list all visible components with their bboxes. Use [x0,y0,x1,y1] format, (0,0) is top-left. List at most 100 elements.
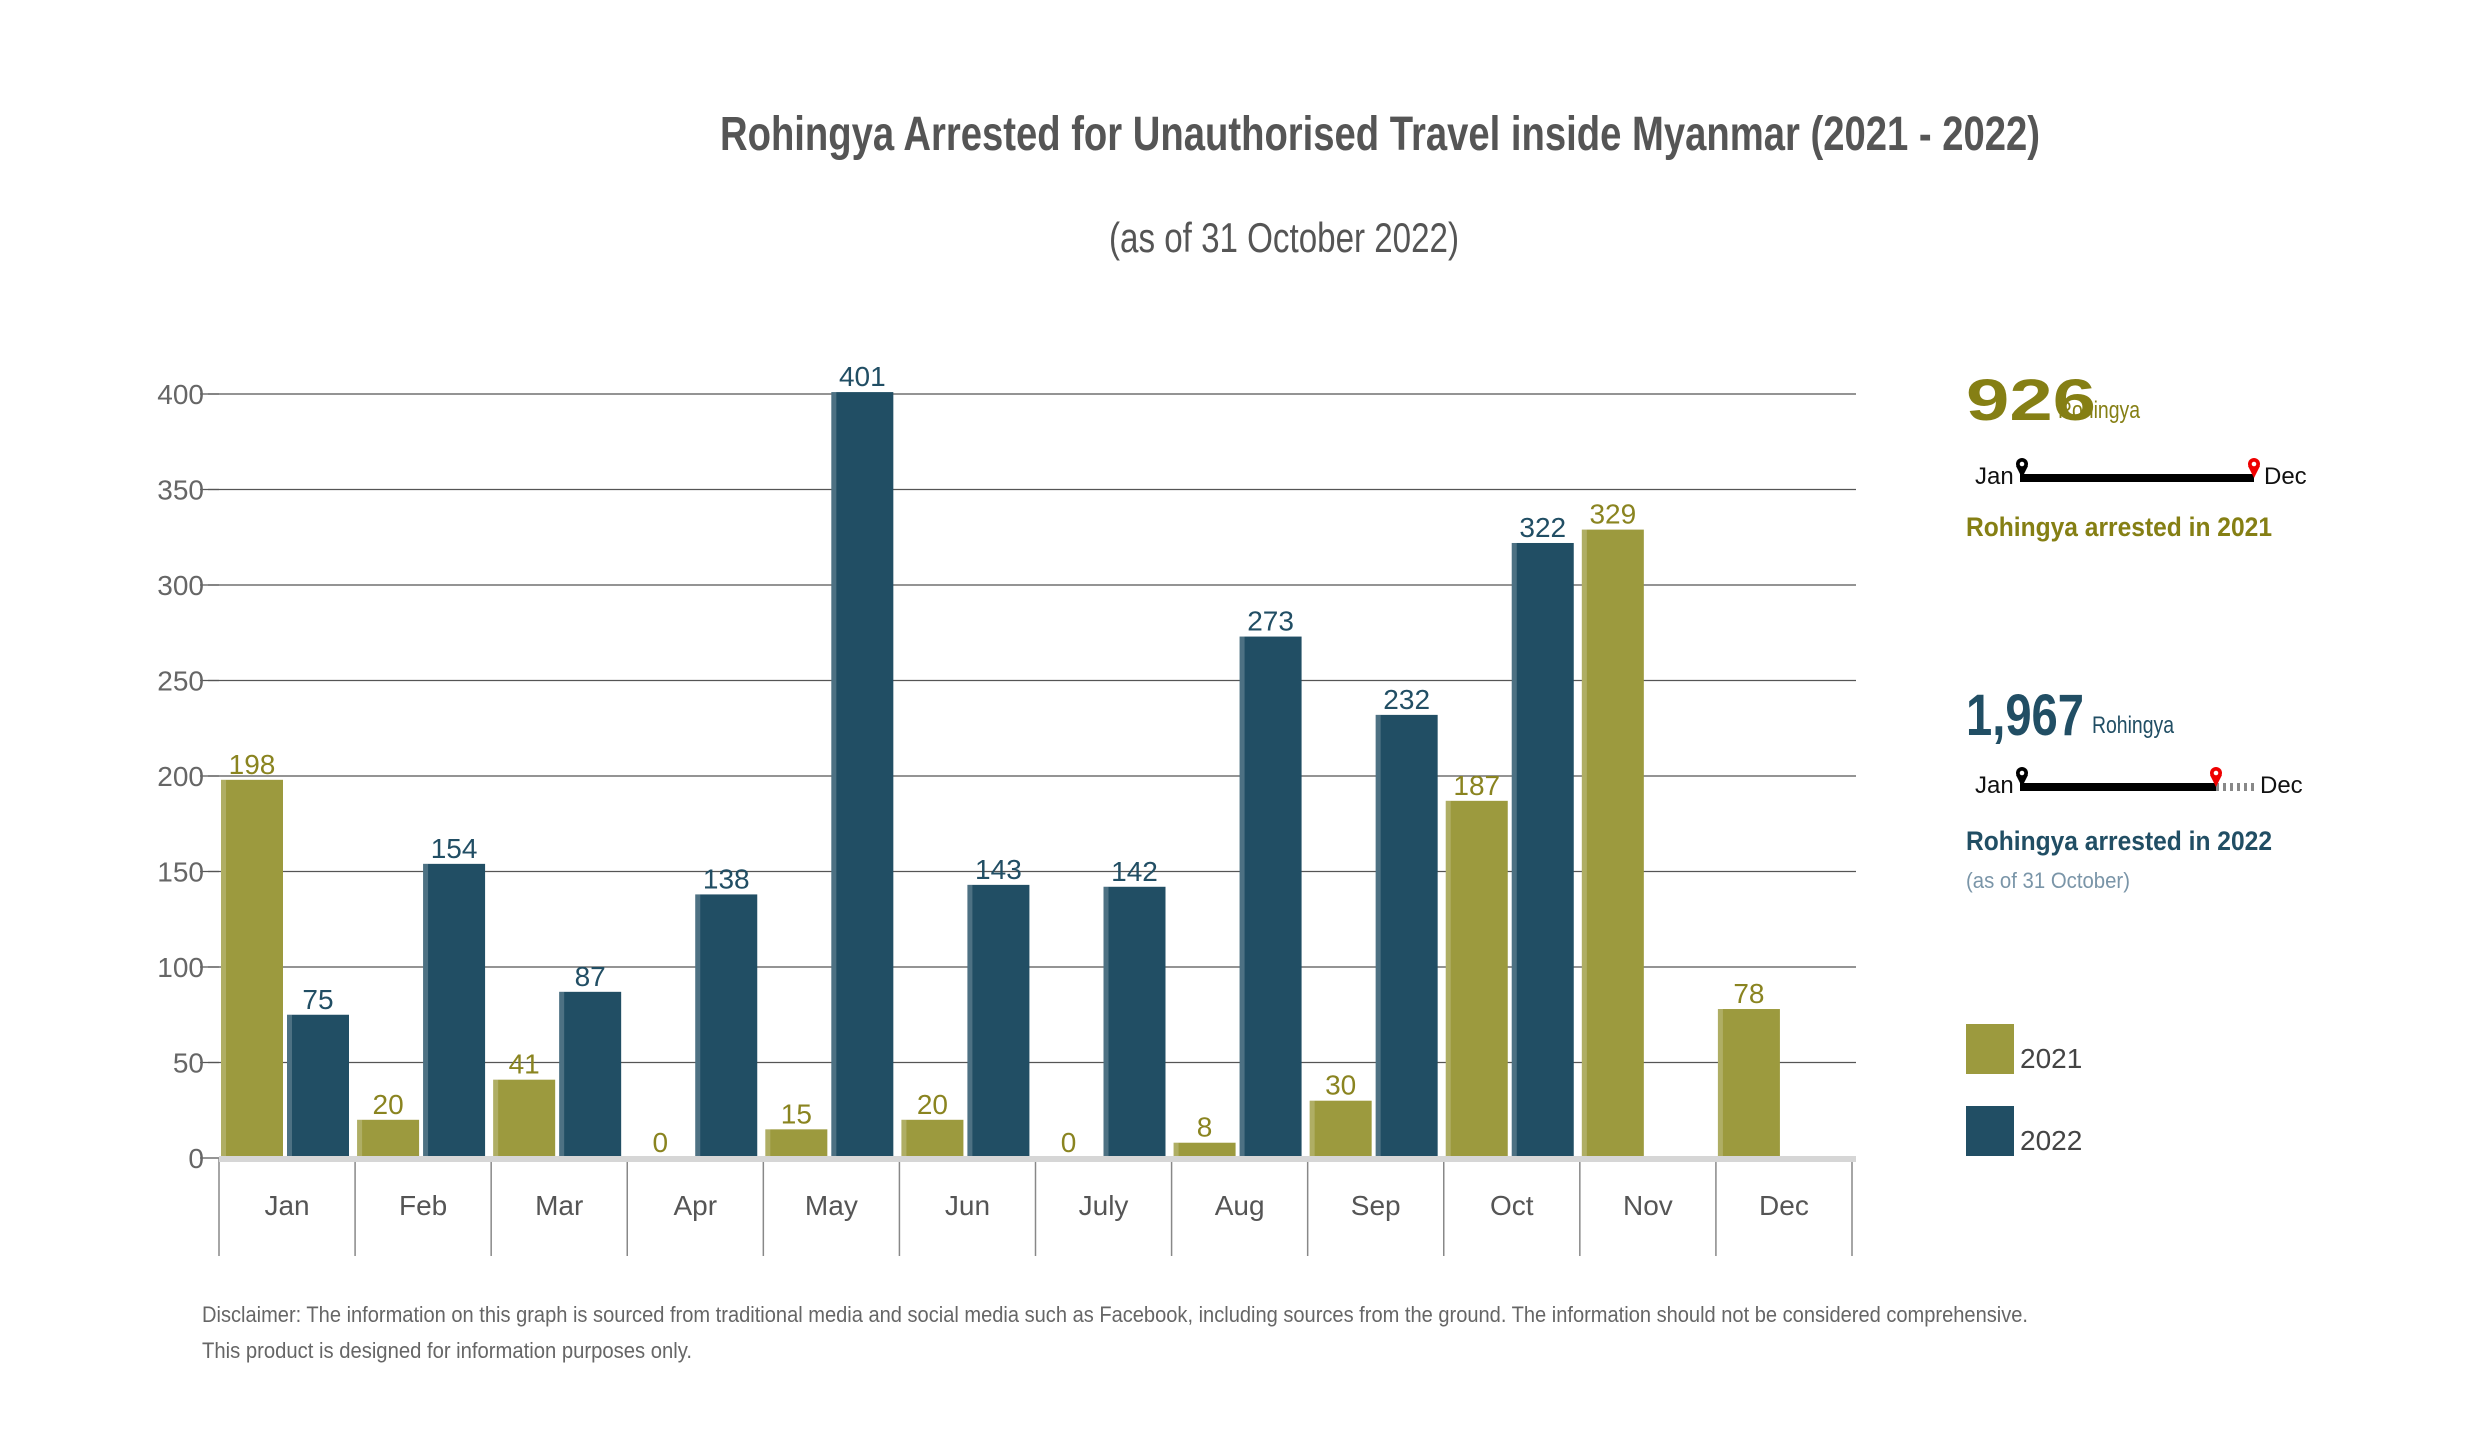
bar-highlight [357,1119,363,1158]
data-label: 87 [575,961,606,992]
timeline-end-2022: Dec [2260,772,2303,799]
bar-highlight [831,392,837,1159]
bar [423,863,486,1158]
bar [695,894,758,1158]
bar-2021-Aug: 8 [1173,1112,1236,1158]
data-label: 142 [1111,856,1158,887]
bar [287,1014,349,1158]
bar-2021-Jun: 20 [901,1089,964,1158]
timeline-start-2021: Jan [1975,463,2014,490]
y-tick-label: 400 [157,379,204,410]
bar-highlight [695,894,701,1158]
data-label: 154 [431,833,478,864]
total-2021: 926 [1966,368,2096,433]
bar [1375,714,1438,1158]
data-label: 232 [1383,684,1430,715]
y-tick-label: 300 [157,570,204,601]
bar-2021-Mar: 41 [493,1049,556,1158]
x-tick-label: Sep [1351,1190,1401,1221]
caption-2021: Rohingya arrested in 2021 [1966,512,2272,542]
bar [1173,1142,1236,1158]
bar-2022-July: 142 [1103,856,1166,1158]
x-tick-label: Nov [1623,1190,1673,1221]
bar [1717,1009,1780,1158]
data-label: 273 [1247,606,1294,637]
unit-2022: Rohingya [2092,712,2175,739]
bar [967,884,1030,1158]
data-label: 20 [917,1089,948,1120]
bar [493,1079,556,1158]
bar-2021-Oct: 187 [1445,770,1508,1158]
chart-title: Rohingya Arrested for Unauthorised Trave… [720,108,2040,161]
x-axis: Jan Feb Mar Apr May Jun July Aug Sep Oct Nov Dec [218,1156,1856,1256]
bar-highlight [1309,1100,1315,1158]
timeline-end-2021: Dec [2264,463,2307,490]
x-tick-label: Apr [674,1190,718,1221]
data-label: 329 [1589,499,1636,530]
x-tick-label: July [1079,1190,1129,1221]
bar-2021-Dec: 78 [1717,978,1780,1158]
bar [901,1119,964,1158]
unit-2021: Rohingya [2058,397,2141,424]
bar [1445,800,1508,1158]
timeline-start-2022: Jan [1975,772,2014,799]
x-tick-label: Jun [945,1190,990,1221]
bar-highlight [1581,529,1587,1158]
bar-highlight [901,1119,907,1158]
x-tick-label: Jan [264,1190,309,1221]
bar [1103,886,1166,1158]
legend-label-2022: 2022 [2020,1125,2082,1156]
bar-highlight [221,779,226,1158]
y-tick-label: 250 [157,666,204,697]
x-tick-label: Oct [1490,1190,1534,1221]
bar [559,991,622,1158]
pin-current-icon [2210,767,2222,787]
legend: 2021 2022 [1966,1024,2082,1156]
y-tick-label: 150 [157,857,204,888]
total-2022: 1,967 [1966,683,2084,748]
data-label: 20 [373,1089,404,1120]
x-axis-baseline [219,1156,1856,1162]
data-label: 15 [781,1098,812,1129]
bar-2021-Sep: 30 [1309,1070,1372,1158]
bar-highlight [1103,886,1109,1158]
bar-highlight [287,1014,292,1158]
x-tick-label: Aug [1215,1190,1265,1221]
pin-start-icon [2016,767,2028,787]
bar-2021-Nov: 329 [1581,499,1644,1158]
data-label: 187 [1453,770,1500,801]
data-label: 0 [652,1127,668,1158]
bar-2021-Jan: 198 [221,749,283,1158]
bar-2022-Jun: 143 [967,854,1030,1158]
bar-highlight [559,991,565,1158]
data-label: 78 [1733,978,1764,1009]
data-label: 41 [509,1049,540,1080]
bar [1239,636,1302,1158]
bar [357,1119,420,1158]
y-axis: 0 50 100 150 200 250 300 350 400 [157,379,219,1174]
bar [831,392,894,1159]
chart-subtitle: (as of 31 October 2022) [1109,214,1459,261]
bar [765,1129,828,1158]
bar-highlight [1239,636,1245,1158]
bar-2021-July: 0 [1061,1127,1077,1158]
pin-start-icon [2016,458,2028,478]
timeline-bar-2022 [2020,783,2216,791]
bar-highlight [1173,1142,1179,1158]
x-tick-label: May [805,1190,858,1221]
bar-2022-Sep: 232 [1375,684,1438,1158]
bar-highlight [1717,1009,1723,1158]
y-tick-label: 50 [173,1048,204,1079]
summary-2022: 1,967 Rohingya Jan Dec Rohingya arrested… [1966,683,2303,893]
bar-highlight [765,1129,771,1158]
bar-highlight [1445,800,1451,1158]
bar-highlight [423,863,429,1158]
data-label: 0 [1061,1127,1077,1158]
disclaimer-line-2: This product is designed for information… [202,1338,692,1363]
bar-highlight [967,884,973,1158]
data-label: 322 [1519,512,1566,543]
timeline-bar-2021 [2020,474,2254,482]
bar-2022-Jan: 75 [287,984,349,1158]
bars: 198 75 20 154 41 87 0 138 15 401 20 143 0 142 8 273 30 23… [221,361,1780,1159]
